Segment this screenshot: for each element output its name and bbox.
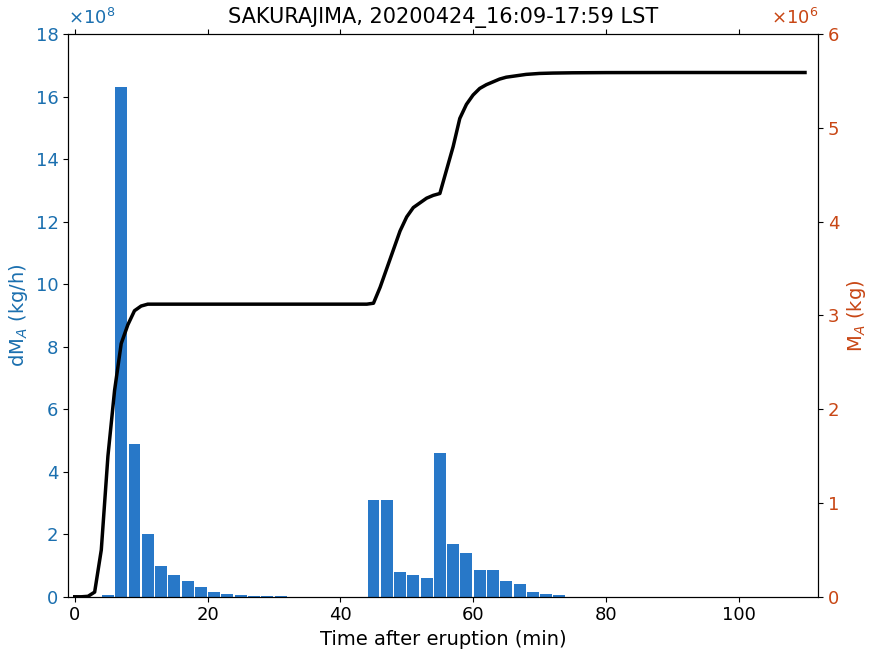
Bar	[527, 592, 539, 597]
Bar	[208, 592, 220, 597]
Text: $\times10^8$: $\times10^8$	[68, 9, 116, 28]
Bar	[102, 595, 114, 597]
Bar	[447, 544, 459, 597]
Bar	[195, 587, 206, 597]
Bar	[221, 594, 234, 597]
Bar	[234, 594, 247, 597]
Bar	[155, 565, 167, 597]
Bar	[248, 596, 260, 597]
X-axis label: Time after eruption (min): Time after eruption (min)	[320, 630, 566, 649]
Bar	[460, 553, 472, 597]
Bar	[500, 581, 512, 597]
Bar	[116, 87, 127, 597]
Bar	[368, 500, 380, 597]
Bar	[129, 443, 141, 597]
Bar	[473, 570, 486, 597]
Bar	[553, 595, 565, 597]
Title: SAKURAJIMA, 20200424_16:09-17:59 LST: SAKURAJIMA, 20200424_16:09-17:59 LST	[228, 7, 658, 28]
Y-axis label: dM$_A$ (kg/h): dM$_A$ (kg/h)	[7, 264, 30, 367]
Bar	[381, 500, 393, 597]
Bar	[540, 594, 552, 597]
Bar	[182, 581, 193, 597]
Bar	[408, 575, 419, 597]
Bar	[394, 572, 406, 597]
Bar	[421, 578, 432, 597]
Y-axis label: M$_A$ (kg): M$_A$ (kg)	[845, 279, 868, 352]
Bar	[514, 584, 526, 597]
Text: $\times10^6$: $\times10^6$	[771, 9, 818, 28]
Bar	[487, 570, 499, 597]
Bar	[168, 575, 180, 597]
Bar	[434, 453, 446, 597]
Bar	[142, 534, 154, 597]
